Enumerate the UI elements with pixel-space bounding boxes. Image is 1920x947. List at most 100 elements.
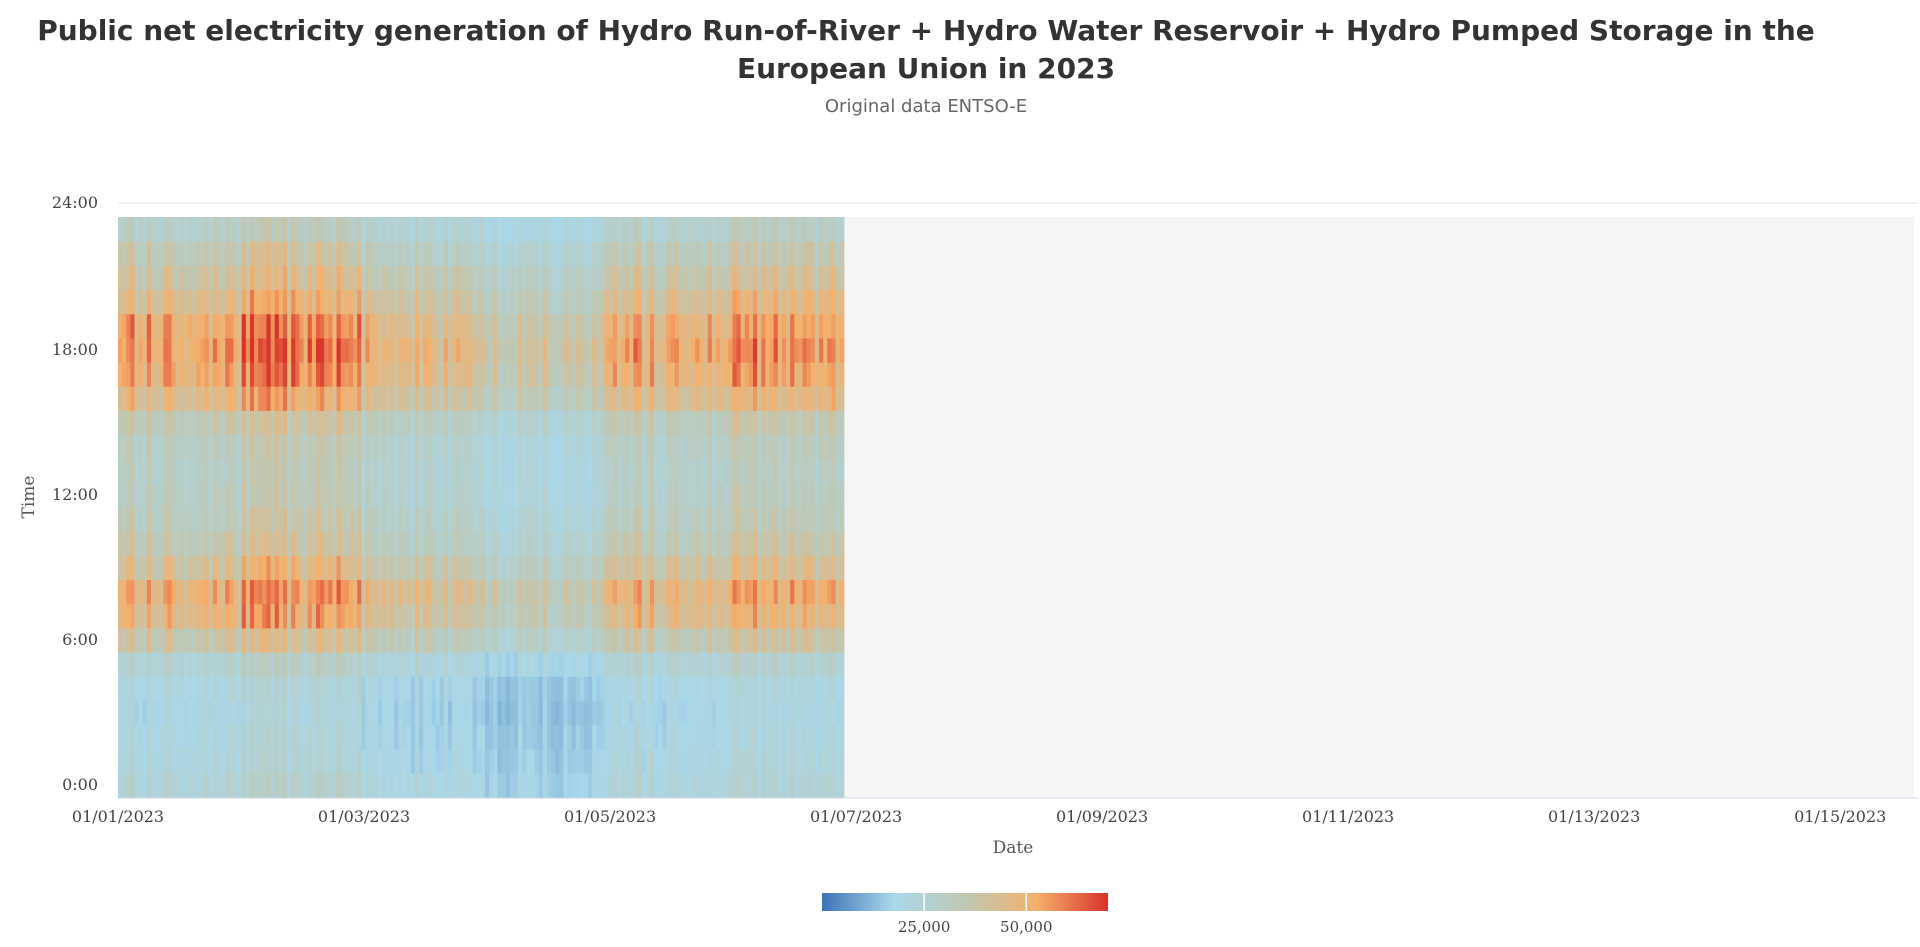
heatmap-cell xyxy=(332,676,338,701)
heatmap-cell xyxy=(695,748,701,774)
heatmap-cell xyxy=(274,434,280,460)
heatmap-cell xyxy=(555,458,560,484)
heatmap-cell xyxy=(138,652,144,677)
heatmap-cell xyxy=(522,772,527,798)
heatmap-cell xyxy=(596,482,602,508)
heatmap-cell xyxy=(550,748,556,774)
heatmap-cell xyxy=(295,579,301,605)
heatmap-cell xyxy=(357,555,362,581)
heatmap-cell xyxy=(468,265,474,291)
heatmap-cell xyxy=(703,410,709,436)
heatmap-cell xyxy=(567,482,573,508)
heatmap-cell xyxy=(509,652,515,677)
heatmap-cell xyxy=(798,531,804,556)
heatmap-cell xyxy=(134,627,140,653)
heatmap-cell xyxy=(192,603,197,629)
heatmap-cell xyxy=(406,555,412,581)
heatmap-cell xyxy=(736,362,742,387)
heatmap-cell xyxy=(266,217,272,242)
heatmap-cell xyxy=(748,313,754,339)
heatmap-cell xyxy=(171,410,177,436)
heatmap-cell xyxy=(538,555,544,581)
heatmap-cell xyxy=(216,724,222,750)
heatmap-cell xyxy=(328,313,334,339)
heatmap-cell xyxy=(179,410,185,436)
heatmap-cell xyxy=(678,217,684,242)
heatmap-cell xyxy=(765,555,771,581)
heatmap-cell xyxy=(703,434,709,460)
heatmap-cell xyxy=(122,603,127,629)
heatmap-cell xyxy=(287,507,292,532)
heatmap-cell xyxy=(357,265,362,291)
heatmap-cell xyxy=(575,772,581,798)
heatmap-cell xyxy=(373,362,379,387)
heatmap-cell xyxy=(315,410,321,436)
heatmap-cell xyxy=(794,482,800,508)
heatmap-cell xyxy=(761,362,767,387)
heatmap-cell xyxy=(761,652,767,677)
heatmap-cell xyxy=(711,676,717,701)
heatmap-cell xyxy=(604,555,610,581)
heatmap-cell xyxy=(513,652,519,677)
heatmap-cell xyxy=(192,700,197,726)
heatmap-cell xyxy=(555,748,560,774)
heatmap-cell xyxy=(196,482,202,508)
heatmap-cell xyxy=(406,289,412,315)
heatmap-cell xyxy=(732,410,738,436)
heatmap-cell xyxy=(678,603,684,629)
heatmap-cell xyxy=(398,337,404,363)
heatmap-cell xyxy=(229,265,235,291)
heatmap-cell xyxy=(509,772,515,798)
heatmap-cell xyxy=(691,652,696,677)
heatmap-cell xyxy=(790,603,795,629)
heatmap-cell xyxy=(159,555,164,581)
heatmap-cell xyxy=(303,482,309,508)
heatmap-cell xyxy=(353,313,358,339)
heatmap-cell xyxy=(472,507,478,532)
heatmap-cell xyxy=(299,337,305,363)
heatmap-cell xyxy=(245,386,251,411)
heatmap-cell xyxy=(130,676,136,701)
heatmap-cell xyxy=(233,507,239,532)
heatmap-cell xyxy=(324,313,329,339)
heatmap-cell xyxy=(542,217,548,242)
heatmap-cell xyxy=(658,337,663,363)
heatmap-cell xyxy=(600,362,606,387)
heatmap-cell xyxy=(666,652,672,677)
heatmap-cell xyxy=(249,362,255,387)
heatmap-cell xyxy=(748,265,754,291)
heatmap-cell xyxy=(649,748,655,774)
heatmap-cell xyxy=(769,410,775,436)
heatmap-cell xyxy=(431,748,437,774)
heatmap-cell xyxy=(340,507,346,532)
heatmap-cell xyxy=(406,724,412,750)
heatmap-cell xyxy=(431,507,437,532)
heatmap-cell xyxy=(357,434,362,460)
heatmap-cell xyxy=(320,386,325,411)
heatmap-cell xyxy=(748,337,754,363)
heatmap-cell xyxy=(320,289,325,315)
heatmap-cell xyxy=(827,579,833,605)
heatmap-cell xyxy=(666,627,672,653)
heatmap-cell xyxy=(711,265,717,291)
heatmap-cell xyxy=(728,289,734,315)
heatmap-cell xyxy=(518,458,523,484)
heatmap-cell xyxy=(381,772,387,798)
heatmap-cell xyxy=(641,265,647,291)
heatmap-cell xyxy=(386,579,391,605)
heatmap-cell xyxy=(134,434,140,460)
heatmap-cell xyxy=(744,772,750,798)
heatmap-cell xyxy=(616,265,622,291)
heatmap-cell xyxy=(332,555,338,581)
heatmap-cell xyxy=(724,627,729,653)
heatmap-cell xyxy=(534,313,540,339)
heatmap-cell xyxy=(707,217,713,242)
heatmap-cell xyxy=(324,627,329,653)
heatmap-cell xyxy=(513,772,519,798)
heatmap-cell xyxy=(567,410,573,436)
heatmap-cell xyxy=(336,362,342,387)
heatmap-cell xyxy=(649,289,655,315)
heatmap-cell xyxy=(720,676,725,701)
heatmap-cell xyxy=(118,507,123,532)
heatmap-cell xyxy=(183,652,189,677)
